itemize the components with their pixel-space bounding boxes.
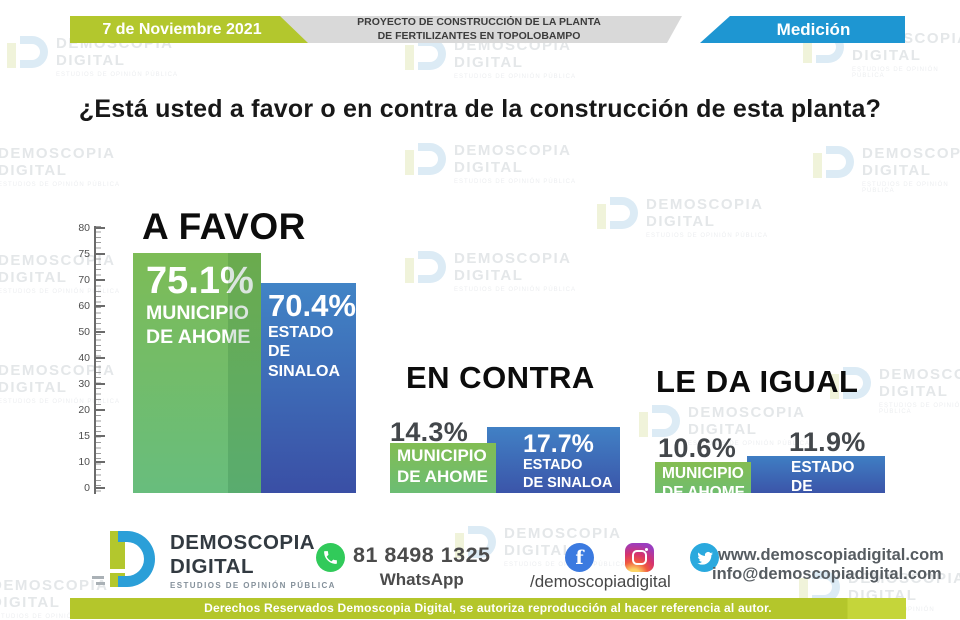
y-tick-label: 15: [78, 430, 90, 443]
social-handle[interactable]: /demoscopiadigital: [530, 572, 671, 591]
header-project-line2: DE FERTILIZANTES EN TOPOLOBAMPO: [377, 29, 581, 42]
header-date: 7 de Noviembre 2021: [102, 20, 262, 38]
y-tick-label: 10: [78, 456, 90, 469]
group-title-en-contra: EN CONTRA: [406, 360, 595, 395]
y-tick-label: 75: [78, 247, 90, 260]
demoscopia-d-logo-icon: [90, 531, 158, 589]
bar-en-contra-ahome: MUNICIPIO DE AHOME: [390, 443, 496, 493]
header-tag: Medición: [776, 19, 851, 39]
bar-value-le-da-igual-ahome: 10.6%: [658, 433, 737, 463]
brand-name-line1: DEMOSCOPIA: [170, 531, 316, 554]
header-project-line1: PROYECTO DE CONSTRUCCIÓN DE LA PLANTA: [357, 16, 601, 29]
y-tick-label: 70: [78, 273, 90, 286]
bar-le-da-igual-ahome: MUNICIPIO DE AHOME: [655, 462, 751, 501]
bar-le-da-igual-sinaloa: ESTADO DE SINALOA: [747, 456, 885, 514]
contact-email[interactable]: info@demoscopiadigital.com: [712, 565, 942, 583]
y-tick-label: 30: [78, 378, 90, 391]
demoscopia-d-icon: [7, 36, 48, 68]
instagram-icon[interactable]: [625, 543, 654, 572]
group-title-a-favor: A FAVOR: [142, 206, 306, 247]
y-tick-label: 80: [78, 221, 90, 234]
copyright-text: Derechos Reservados Demoscopia Digital, …: [204, 601, 772, 615]
survey-question-title: ¿Está usted a favor o en contra de la co…: [78, 95, 882, 123]
y-tick-label: 0: [84, 482, 90, 495]
bar-a-favor-ahome: 75.1% MUNICIPIO DE AHOME: [133, 253, 261, 493]
y-tick-label: 20: [78, 404, 90, 417]
watermark-line2: DIGITAL: [56, 51, 126, 69]
website-url[interactable]: www.demoscopiadigital.com: [718, 546, 944, 564]
header-measurement-ribbon: Medición: [700, 16, 905, 43]
bar-series-label: MUNICIPIO DE AHOME: [146, 301, 251, 348]
demoscopia-d-icon: [813, 146, 854, 178]
demoscopia-d-icon: [405, 143, 446, 175]
group-title-le-da-igual: LE DA IGUAL: [656, 364, 859, 399]
bar-series-label: MUNICIPIO DE AHOME: [662, 465, 745, 501]
bar-value: 17.7%: [523, 430, 594, 458]
whatsapp-label: WhatsApp: [379, 570, 464, 589]
bar-series-label: ESTADO DE SINALOA: [523, 457, 613, 491]
demoscopia-d-icon: [405, 251, 446, 283]
twitter-icon[interactable]: [690, 543, 719, 572]
y-axis: 80 75 70 60 50 40 30 20 15 10 0: [60, 221, 106, 495]
header-date-ribbon: 7 de Noviembre 2021: [70, 16, 308, 43]
copyright-bar: Derechos Reservados Demoscopia Digital, …: [70, 598, 906, 619]
bar-series-label: MUNICIPIO DE AHOME: [397, 446, 488, 486]
whatsapp-icon[interactable]: [316, 543, 345, 572]
whatsapp-number[interactable]: 81 8498 1325: [353, 543, 491, 567]
bar-en-contra-sinaloa: 17.7% ESTADO DE SINALOA: [487, 427, 620, 493]
header-project-ribbon: PROYECTO DE CONSTRUCCIÓN DE LA PLANTA DE…: [276, 16, 682, 43]
y-tick-label: 60: [78, 299, 90, 312]
whatsapp-contact: 81 8498 1325 WhatsApp: [316, 543, 491, 590]
y-tick-label: 50: [78, 325, 90, 338]
brand-tagline: ESTUDIOS DE OPINIÓN PÚBLICA: [170, 581, 336, 591]
bar-series-label: ESTADO DE SINALOA: [791, 459, 861, 514]
bar-value: 70.4%: [268, 288, 356, 323]
demoscopia-d-icon: [597, 197, 638, 229]
watermark-line3: ESTUDIOS DE OPINIÓN PÚBLICA: [56, 71, 179, 78]
facebook-icon[interactable]: f: [565, 543, 594, 572]
bar-value: 75.1%: [146, 260, 254, 302]
brand-name-line2: DIGITAL: [170, 554, 254, 578]
bar-value-le-da-igual-sinaloa: 11.9%: [789, 427, 866, 457]
bar-series-label: ESTADO DE SINALOA: [268, 323, 340, 380]
demoscopia-logo: DEMOSCOPIA DIGITAL ESTUDIOS DE OPINIÓN P…: [90, 531, 336, 590]
bar-value-en-contra-ahome: 14.3%: [390, 417, 469, 447]
y-tick-label: 40: [78, 351, 90, 364]
